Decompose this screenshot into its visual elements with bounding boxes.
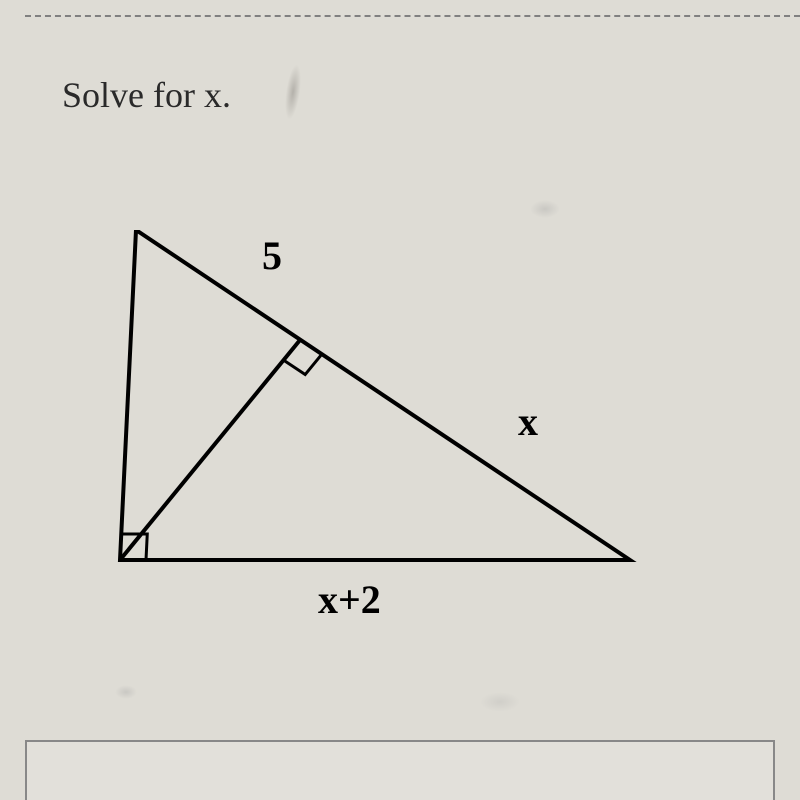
label-top-side: 5	[262, 232, 282, 279]
divider-line	[25, 15, 800, 17]
paper-smudge	[480, 692, 520, 712]
pencil-smudge	[282, 63, 304, 120]
label-right-side: x	[518, 398, 538, 445]
triangle-diagram: 5 x x+2	[50, 230, 700, 650]
question-prompt: Solve for x.	[62, 74, 231, 116]
paper-smudge	[115, 685, 137, 699]
paper-smudge	[530, 200, 560, 218]
answer-box	[25, 740, 775, 800]
label-bottom-side: x+2	[318, 576, 381, 623]
